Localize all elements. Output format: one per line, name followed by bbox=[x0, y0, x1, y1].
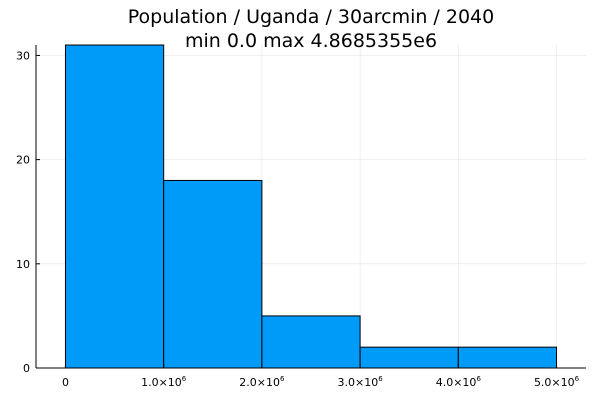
histogram-bar bbox=[261, 315, 361, 369]
histogram-bar bbox=[457, 346, 558, 369]
histogram-bar bbox=[163, 179, 263, 369]
axes bbox=[35, 45, 586, 369]
y-tick-label: 10 bbox=[16, 258, 30, 271]
chart-subtitle: min 0.0 max 4.8685355e6 bbox=[185, 30, 437, 52]
y-ticks: 0 10 20 30 bbox=[16, 49, 40, 375]
x-tick-label: 1.0×106 bbox=[141, 375, 187, 389]
x-tick-label: 5.0×106 bbox=[534, 375, 580, 389]
y-tick-label: 20 bbox=[16, 154, 30, 167]
x-tick-label: 2.0×106 bbox=[239, 375, 285, 389]
y-tick-label: 30 bbox=[16, 49, 30, 62]
x-tick-label: 4.0×106 bbox=[436, 375, 482, 389]
chart-title: Population / Uganda / 30arcmin / 2040 bbox=[128, 6, 494, 28]
x-tick-label: 3.0×106 bbox=[338, 375, 384, 389]
x-tick-label: 0 bbox=[62, 376, 69, 389]
y-tick-label: 0 bbox=[23, 362, 30, 375]
histogram-bars bbox=[64, 44, 558, 369]
histogram-bar bbox=[64, 44, 165, 369]
histogram-bar bbox=[359, 346, 459, 369]
x-ticks: 0 1.0×106 2.0×106 3.0×106 4.0×106 5.0×106 bbox=[62, 364, 580, 389]
